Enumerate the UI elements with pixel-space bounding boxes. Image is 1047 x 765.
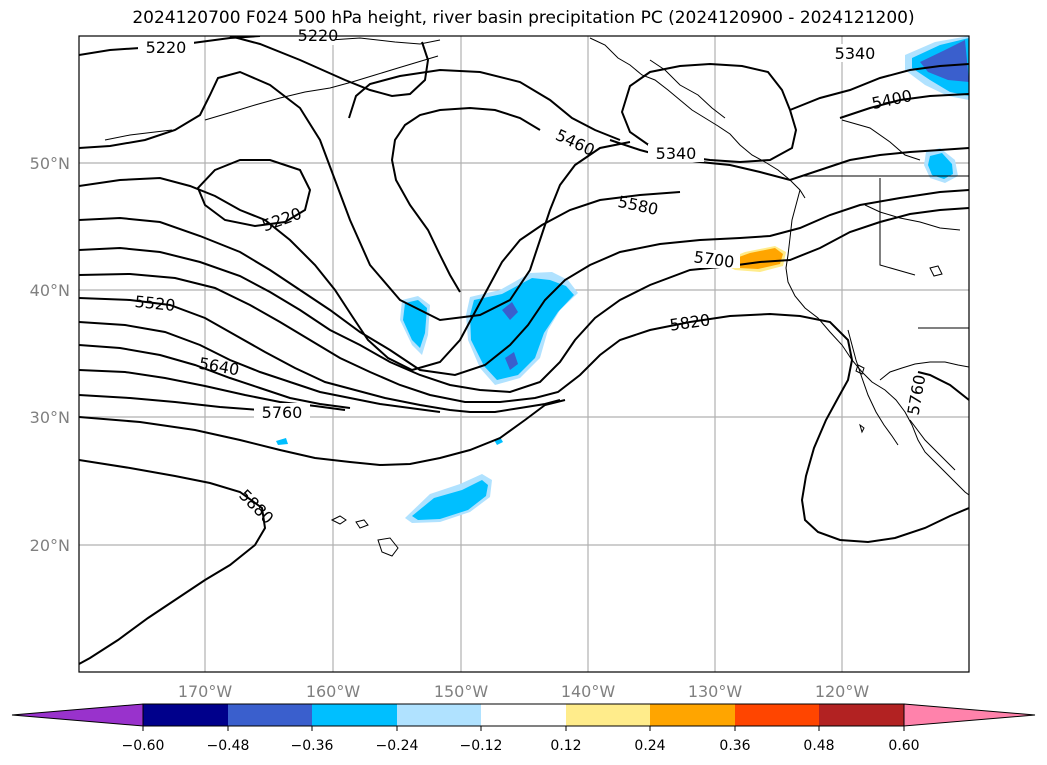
colorbar-tick-label: −0.60 xyxy=(122,738,165,754)
lon-label: 120°W xyxy=(815,682,870,701)
longitude-labels: 170°W 160°W 150°W 140°W 130°W 120°W xyxy=(178,682,870,701)
colorbar-tick-label: 0.24 xyxy=(634,738,665,754)
latitude-labels: 50°N 40°N 30°N 20°N xyxy=(30,154,70,555)
colorbar-tick-label: −0.48 xyxy=(207,738,250,754)
graticule xyxy=(79,36,969,672)
colorbar-tick-label: −0.24 xyxy=(376,738,419,754)
contour-label: 5760 xyxy=(904,373,930,416)
contour-labels: 5220 5220 5220 5340 5340 5400 5460 5580 … xyxy=(134,26,930,528)
contour-label: 5820 xyxy=(668,310,711,334)
colorbar-tick-label: −0.36 xyxy=(291,738,334,754)
contour-label: 5340 xyxy=(656,144,697,163)
lat-label: 20°N xyxy=(30,536,70,555)
colorbar-segment xyxy=(566,704,650,726)
map-title: 2024120700 F024 500 hPa height, river ba… xyxy=(132,8,915,28)
colorbar-tick-label: 0.12 xyxy=(550,738,581,754)
colorbar-extend-low xyxy=(11,703,144,727)
colorbar-extend-high xyxy=(903,703,1036,727)
contour-label: 5880 xyxy=(235,486,277,528)
lat-label: 50°N xyxy=(30,154,70,173)
contour-label: 5220 xyxy=(259,204,304,236)
lon-label: 160°W xyxy=(306,682,361,701)
colorbar-segment xyxy=(397,704,481,726)
contour-label: 5520 xyxy=(134,292,176,315)
colorbar: −0.60 −0.48 −0.36 −0.24 −0.12 0.12 0.24 … xyxy=(11,703,1036,754)
colorbar-segment xyxy=(735,704,819,726)
lon-label: 130°W xyxy=(688,682,743,701)
contour-label: 5580 xyxy=(616,192,660,219)
lat-label: 40°N xyxy=(30,281,70,300)
lat-label: 30°N xyxy=(30,408,70,427)
colorbar-tick-label: −0.12 xyxy=(460,738,503,754)
lon-label: 140°W xyxy=(561,682,616,701)
lon-label: 170°W xyxy=(178,682,233,701)
contour-label: 5340 xyxy=(835,44,876,63)
colorbar-segment xyxy=(650,704,735,726)
contour-label: 5220 xyxy=(146,38,187,57)
colorbar-tick-label: 0.36 xyxy=(719,738,750,754)
contour-label: 5220 xyxy=(298,26,339,45)
contour-label: 5460 xyxy=(553,125,598,159)
colorbar-segment xyxy=(819,704,904,726)
map-frame xyxy=(78,35,970,673)
contour-label: 5400 xyxy=(870,86,914,113)
colorbar-segment xyxy=(481,704,566,726)
height-contours xyxy=(79,36,969,665)
colorbar-tick-label: 0.60 xyxy=(888,738,919,754)
colorbar-segment xyxy=(143,704,228,726)
colorbar-segment xyxy=(228,704,312,726)
coastlines xyxy=(104,37,969,557)
colorbar-segment xyxy=(312,704,397,726)
lon-label: 150°W xyxy=(434,682,489,701)
contour-label: 5760 xyxy=(262,403,303,422)
colorbar-tick-label: 0.48 xyxy=(803,738,834,754)
contour-label: 5640 xyxy=(197,354,240,380)
